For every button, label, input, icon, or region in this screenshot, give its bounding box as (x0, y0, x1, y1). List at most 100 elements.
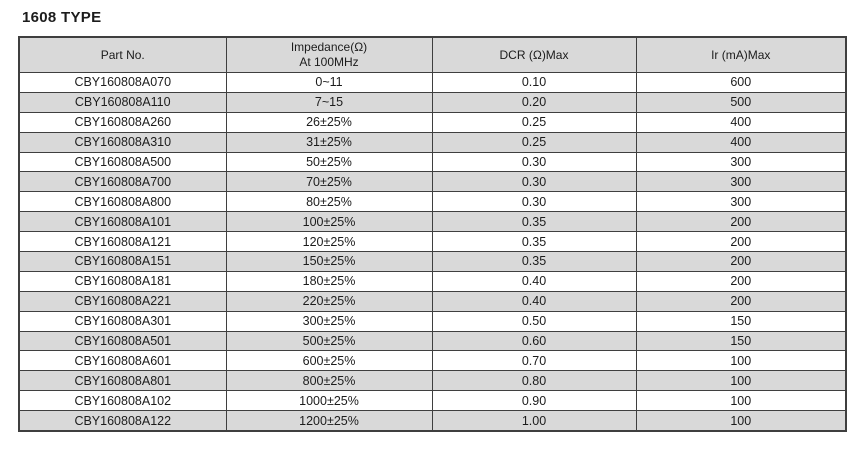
ir-cell: 100 (635, 410, 847, 432)
dcr-cell: 0.10 (431, 72, 637, 93)
table-row: CBY160808A121 120±25% 0.35 200 (18, 231, 847, 253)
part-no-cell: CBY160808A601 (18, 350, 227, 372)
col-header-impedance-sublabel: At 100MHz (299, 55, 359, 69)
impedance-cell: 80±25% (225, 191, 433, 213)
col-header-ir-label: Ir (mA)Max (711, 47, 771, 62)
ir-cell: 150 (635, 310, 847, 332)
col-header-impedance-label: Impedance(Ω) (290, 40, 368, 54)
table-row: CBY160808A260 26±25% 0.25 400 (18, 111, 847, 133)
dcr-cell: 1.00 (431, 410, 637, 432)
ir-cell: 100 (635, 370, 847, 392)
dcr-cell: 0.30 (431, 151, 637, 173)
table-row: CBY160808A122 1200±25% 1.00 100 (18, 410, 847, 432)
ir-cell: 300 (635, 191, 847, 213)
ir-cell: 600 (635, 72, 847, 93)
dcr-cell: 0.30 (431, 171, 637, 193)
table-row: CBY160808A221 220±25% 0.40 200 (18, 290, 847, 312)
impedance-cell: 7~15 (225, 91, 433, 113)
col-header-part-no: Part No. (18, 36, 227, 73)
part-no-cell: CBY160808A500 (18, 151, 227, 173)
col-header-ir: Ir (mA)Max (635, 36, 847, 73)
part-no-cell: CBY160808A121 (18, 231, 227, 253)
part-no-cell: CBY160808A151 (18, 251, 227, 272)
table-row: CBY160808A102 1000±25% 0.90 100 (18, 390, 847, 412)
table-row: CBY160808A151 150±25% 0.35 200 (18, 251, 847, 272)
col-header-dcr: DCR (Ω)Max (431, 36, 637, 73)
part-no-cell: CBY160808A310 (18, 131, 227, 153)
table-row: CBY160808A501 500±25% 0.60 150 (18, 330, 847, 352)
impedance-cell: 100±25% (225, 211, 433, 233)
dcr-cell: 0.35 (431, 231, 637, 253)
table-row: CBY160808A500 50±25% 0.30 300 (18, 151, 847, 173)
impedance-cell: 70±25% (225, 171, 433, 193)
part-no-cell: CBY160808A501 (18, 330, 227, 352)
ir-cell: 100 (635, 390, 847, 412)
impedance-cell: 300±25% (225, 310, 433, 332)
ir-cell: 150 (635, 330, 847, 352)
impedance-cell: 800±25% (225, 370, 433, 392)
part-no-cell: CBY160808A122 (18, 410, 227, 432)
ir-cell: 200 (635, 231, 847, 253)
page-title: 1608 TYPE (22, 9, 102, 26)
col-header-dcr-label: DCR (Ω)Max (499, 47, 569, 62)
ir-cell: 200 (635, 270, 847, 292)
header-row: Part No. Impedance(Ω) At 100MHz DCR (Ω)M… (18, 36, 847, 73)
ir-cell: 500 (635, 91, 847, 113)
impedance-cell: 600±25% (225, 350, 433, 372)
table-row: CBY160808A301 300±25% 0.50 150 (18, 310, 847, 332)
impedance-cell: 1000±25% (225, 390, 433, 412)
part-no-cell: CBY160808A801 (18, 370, 227, 392)
table-header: Part No. Impedance(Ω) At 100MHz DCR (Ω)M… (18, 36, 847, 73)
dcr-cell: 0.30 (431, 191, 637, 213)
impedance-cell: 150±25% (225, 251, 433, 272)
table-row: CBY160808A110 7~15 0.20 500 (18, 91, 847, 113)
table-row: CBY160808A800 80±25% 0.30 300 (18, 191, 847, 213)
table-row: CBY160808A101 100±25% 0.35 200 (18, 211, 847, 233)
ir-cell: 400 (635, 111, 847, 133)
dcr-cell: 0.90 (431, 390, 637, 412)
impedance-cell: 50±25% (225, 151, 433, 173)
impedance-cell: 1200±25% (225, 410, 433, 432)
dcr-cell: 0.40 (431, 290, 637, 312)
dcr-cell: 0.25 (431, 131, 637, 153)
spec-table: Part No. Impedance(Ω) At 100MHz DCR (Ω)M… (18, 36, 847, 433)
ir-cell: 400 (635, 131, 847, 153)
part-no-cell: CBY160808A070 (18, 72, 227, 93)
part-no-cell: CBY160808A260 (18, 111, 227, 133)
ir-cell: 300 (635, 151, 847, 173)
dcr-cell: 0.25 (431, 111, 637, 133)
table-row: CBY160808A801 800±25% 0.80 100 (18, 370, 847, 392)
dcr-cell: 0.40 (431, 270, 637, 292)
part-no-cell: CBY160808A301 (18, 310, 227, 332)
part-no-cell: CBY160808A110 (18, 91, 227, 113)
col-header-part-no-label: Part No. (100, 47, 145, 62)
table-row: CBY160808A700 70±25% 0.30 300 (18, 171, 847, 193)
impedance-cell: 31±25% (225, 131, 433, 153)
part-no-cell: CBY160808A800 (18, 191, 227, 213)
impedance-cell: 26±25% (225, 111, 433, 133)
col-header-impedance: Impedance(Ω) At 100MHz (225, 36, 433, 73)
table-body: CBY160808A070 0~11 0.10 600 CBY160808A11… (18, 72, 847, 432)
part-no-cell: CBY160808A102 (18, 390, 227, 412)
table-row: CBY160808A181 180±25% 0.40 200 (18, 270, 847, 292)
dcr-cell: 0.60 (431, 330, 637, 352)
dcr-cell: 0.50 (431, 310, 637, 332)
part-no-cell: CBY160808A181 (18, 270, 227, 292)
dcr-cell: 0.20 (431, 91, 637, 113)
impedance-cell: 120±25% (225, 231, 433, 253)
part-no-cell: CBY160808A700 (18, 171, 227, 193)
ir-cell: 200 (635, 211, 847, 233)
ir-cell: 200 (635, 251, 847, 272)
ir-cell: 300 (635, 171, 847, 193)
table-row: CBY160808A070 0~11 0.10 600 (18, 72, 847, 93)
ir-cell: 100 (635, 350, 847, 372)
impedance-cell: 180±25% (225, 270, 433, 292)
impedance-cell: 500±25% (225, 330, 433, 352)
ir-cell: 200 (635, 290, 847, 312)
table-row: CBY160808A310 31±25% 0.25 400 (18, 131, 847, 153)
part-no-cell: CBY160808A221 (18, 290, 227, 312)
dcr-cell: 0.80 (431, 370, 637, 392)
dcr-cell: 0.35 (431, 251, 637, 272)
table-row: CBY160808A601 600±25% 0.70 100 (18, 350, 847, 372)
